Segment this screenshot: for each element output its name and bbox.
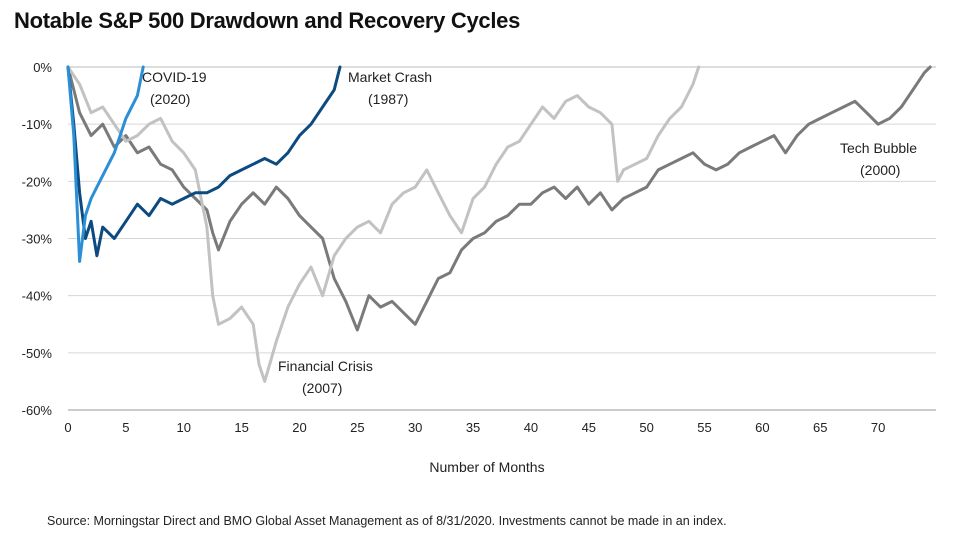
x-tick-label: 70 (871, 420, 885, 435)
x-tick-label: 55 (697, 420, 711, 435)
x-tick-label: 50 (639, 420, 653, 435)
x-axis-label: Number of Months (429, 459, 544, 475)
x-tick-label: 15 (234, 420, 248, 435)
y-axis-ticks: 0% -10% -20% -30% -40% -50% -60% (22, 60, 53, 418)
series-line-tech-bubble (66, 65, 932, 332)
y-tick-label: -10% (22, 117, 53, 132)
x-tick-label: 10 (176, 420, 190, 435)
series-lines (66, 65, 932, 383)
y-tick-label: -30% (22, 232, 53, 247)
chart-title: Notable S&P 500 Drawdown and Recovery Cy… (14, 8, 521, 33)
series-line-covid-19 (66, 65, 145, 263)
x-tick-label: 40 (524, 420, 538, 435)
y-tick-label: 0% (33, 60, 52, 75)
x-tick-label: 30 (408, 420, 422, 435)
x-tick-label: 5 (122, 420, 129, 435)
annotation-covid-line2: (2020) (150, 91, 190, 107)
x-axis-ticks: 0 5 10 15 20 25 30 35 40 45 50 55 60 65 70 (64, 420, 885, 435)
y-tick-label: -50% (22, 346, 53, 361)
series-line-financial-crisis (66, 65, 701, 383)
y-tick-label: -20% (22, 174, 53, 189)
source-note: Source: Morningstar Direct and BMO Globa… (47, 514, 727, 528)
series-line-market-crash (66, 65, 342, 258)
annotation-tech-bubble-line2: (2000) (860, 162, 900, 178)
annotation-tech-bubble-line1: Tech Bubble (840, 140, 917, 156)
annotation-financial-crisis-line1: Financial Crisis (278, 358, 373, 374)
gridlines (68, 66, 936, 411)
x-tick-label: 25 (350, 420, 364, 435)
y-tick-label: -60% (22, 403, 53, 418)
annotation-financial-crisis-line2: (2007) (302, 380, 342, 396)
x-tick-label: 20 (292, 420, 306, 435)
annotation-market-crash-line2: (1987) (368, 91, 408, 107)
x-tick-label: 60 (755, 420, 769, 435)
x-tick-label: 45 (582, 420, 596, 435)
y-tick-label: -40% (22, 289, 53, 304)
annotation-covid-line1: COVID-19 (142, 69, 207, 85)
x-tick-label: 0 (64, 420, 71, 435)
annotation-market-crash-line1: Market Crash (348, 69, 432, 85)
x-tick-label: 65 (813, 420, 827, 435)
x-tick-label: 35 (466, 420, 480, 435)
